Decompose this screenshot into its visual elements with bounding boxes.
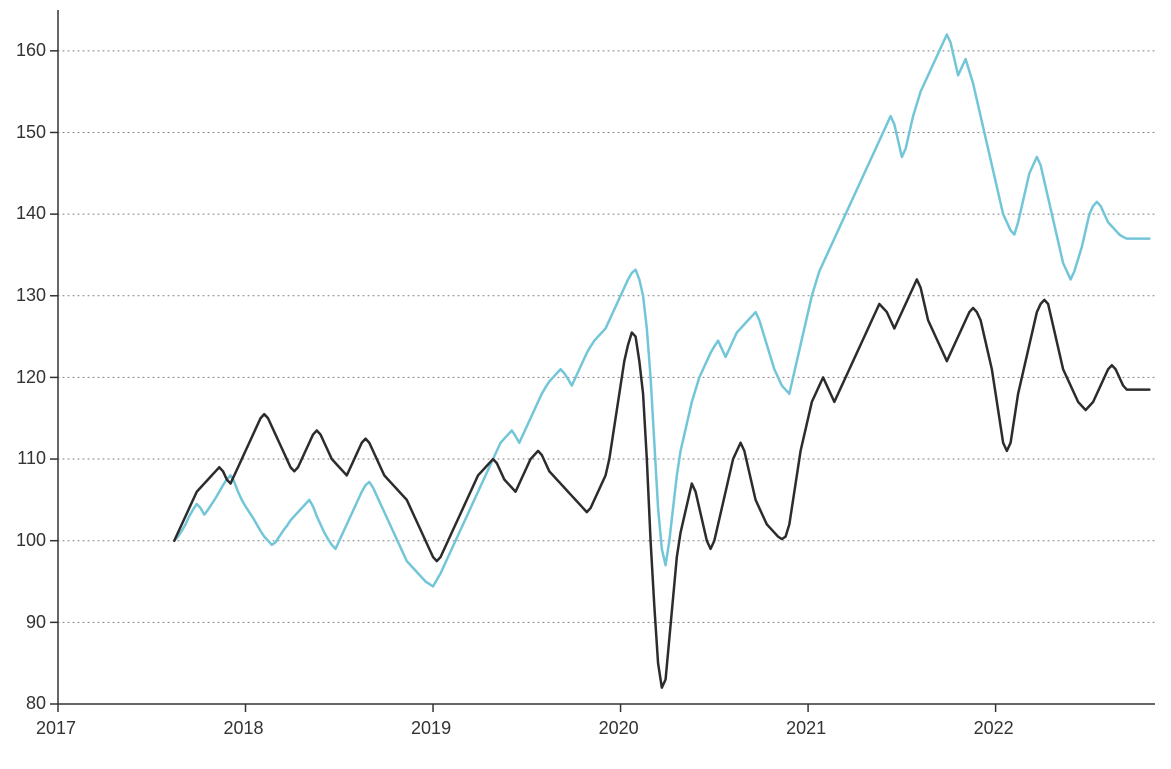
y-tick-label: 120 xyxy=(16,367,46,388)
x-tick-label: 2021 xyxy=(786,718,826,739)
series-a-dark xyxy=(174,279,1149,687)
x-tick-label: 2017 xyxy=(36,718,76,739)
y-tick-label: 160 xyxy=(16,40,46,61)
y-tick-label: 80 xyxy=(26,693,46,714)
x-tick-label: 2018 xyxy=(224,718,264,739)
series-b-cyan xyxy=(174,34,1149,586)
y-tick-label: 130 xyxy=(16,285,46,306)
chart-container: 80 90 100 110 120 130 140 150 160 2017 2018 2019 202… xyxy=(0,0,1171,764)
line-chart xyxy=(0,0,1171,764)
y-tick-label: 100 xyxy=(16,530,46,551)
y-tick-label: 140 xyxy=(16,203,46,224)
y-tick-label: 110 xyxy=(17,448,46,469)
y-tick-label: 150 xyxy=(16,122,46,143)
y-tick-label: 90 xyxy=(26,612,46,633)
x-tick-label: 2022 xyxy=(974,718,1014,739)
x-tick-label: 2019 xyxy=(411,718,451,739)
x-tick-label: 2020 xyxy=(599,718,639,739)
